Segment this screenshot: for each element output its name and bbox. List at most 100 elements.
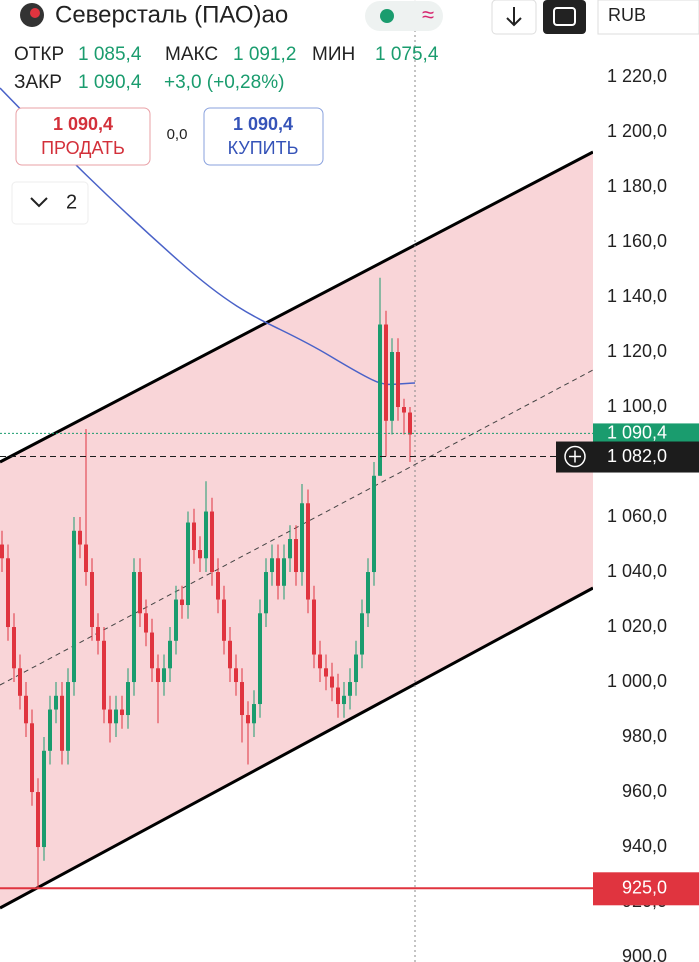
- toggle-icon: ≈: [422, 2, 434, 27]
- sell-button[interactable]: [15, 107, 151, 166]
- toggle-dot: [380, 9, 394, 23]
- candle-body: [18, 668, 22, 696]
- candle-body: [126, 682, 130, 716]
- open-label: ОТКР: [14, 44, 64, 65]
- candle-body: [384, 324, 388, 421]
- open-value: 1 085,4: [78, 44, 142, 65]
- candle-body: [36, 792, 40, 848]
- spread: 0,0: [167, 126, 188, 143]
- candle-body: [90, 572, 94, 628]
- candle-body: [234, 668, 238, 683]
- buy-button[interactable]: [203, 107, 324, 166]
- candle-body: [96, 627, 100, 641]
- candle-body: [144, 613, 148, 633]
- candle-body: [192, 522, 196, 551]
- candle-body: [6, 558, 10, 628]
- channel-bottom: [0, 586, 594, 910]
- y-tick-label: 980,0: [622, 726, 667, 746]
- indicators-count: 2: [66, 191, 77, 213]
- candle-body: [210, 511, 214, 573]
- candle-body: [288, 539, 292, 559]
- candle-body: [72, 530, 76, 683]
- y-tick-label: 1 140,0: [607, 286, 667, 306]
- currency-box[interactable]: [597, 0, 699, 35]
- candle-body: [252, 704, 256, 724]
- frame-icon: [553, 7, 576, 26]
- candle-body: [12, 627, 16, 669]
- y-tick-label: 940,0: [622, 836, 667, 856]
- candle-body: [120, 709, 124, 716]
- high-value: 1 091,2: [233, 44, 296, 65]
- y-tick-label: 1 100,0: [607, 396, 667, 416]
- candle-body: [276, 558, 280, 586]
- sell-price: 1 090,4: [53, 114, 113, 134]
- candle-body: [342, 695, 346, 705]
- candle-body: [378, 324, 382, 476]
- candle-body: [228, 640, 232, 669]
- candle-body: [156, 668, 160, 683]
- price-tag-label: 925,0: [622, 878, 667, 898]
- candle-body: [198, 550, 202, 559]
- candle-body: [330, 676, 334, 688]
- candle-body: [0, 544, 4, 559]
- candle-body: [336, 687, 340, 705]
- candle-body: [366, 572, 370, 614]
- candle-body: [264, 572, 268, 614]
- candle-body: [216, 572, 220, 600]
- candle-body: [48, 709, 52, 751]
- candle-body: [396, 352, 400, 408]
- y-tick-label: 1 120,0: [607, 341, 667, 361]
- candle-body: [372, 475, 376, 573]
- low-label: МИН: [312, 44, 355, 65]
- price-tag: [593, 872, 699, 906]
- candle-body: [306, 503, 310, 600]
- toggle[interactable]: [365, 1, 443, 31]
- candle-body: [408, 412, 412, 435]
- y-tick-label: 1 220,0: [607, 66, 667, 86]
- candle-body: [390, 352, 394, 421]
- candle-body: [180, 599, 184, 606]
- price-tag: [593, 441, 699, 473]
- candle-body: [222, 599, 226, 641]
- buy-price: 1 090,4: [233, 114, 293, 134]
- channel-top: [0, 150, 594, 464]
- buy-label: КУПИТЬ: [228, 138, 299, 158]
- candle-body: [150, 632, 154, 669]
- candle-body: [246, 715, 250, 724]
- candle-body: [360, 613, 364, 655]
- price-tag-label: 1 082,0: [607, 446, 667, 466]
- candle-body: [108, 709, 112, 724]
- low-value: 1 075,4: [375, 44, 439, 65]
- change: +3,0 (+0,28%): [164, 72, 284, 93]
- candle-body: [348, 682, 352, 696]
- crosshair-button: [564, 445, 586, 468]
- axis-panel: [593, 0, 699, 962]
- down-icon: [506, 7, 522, 27]
- candle-body: [54, 695, 58, 710]
- indicators-dropdown[interactable]: [11, 181, 89, 225]
- y-tick-label: 900,0: [622, 946, 667, 962]
- candle-body: [258, 613, 262, 705]
- plot: [0, 277, 593, 890]
- candle-body: [60, 695, 64, 751]
- candle-body: [138, 572, 142, 614]
- y-tick-label: 1 180,0: [607, 176, 667, 196]
- candle-body: [186, 522, 190, 606]
- crosshair-plus: [569, 450, 581, 463]
- candle-body: [324, 668, 328, 677]
- candle-body: [174, 599, 178, 641]
- price-tag-label: 1 090,4: [607, 423, 667, 443]
- y-tick-label: 1 000,0: [607, 671, 667, 691]
- candle-body: [168, 640, 172, 669]
- candle-body: [294, 539, 298, 573]
- candle-body: [132, 572, 136, 683]
- candle-body: [78, 530, 82, 545]
- frame-button[interactable]: [543, 0, 586, 34]
- high-label: МАКС: [165, 44, 218, 65]
- candle-body: [318, 654, 322, 669]
- logo-dot: [30, 8, 40, 18]
- candle-body: [270, 558, 274, 573]
